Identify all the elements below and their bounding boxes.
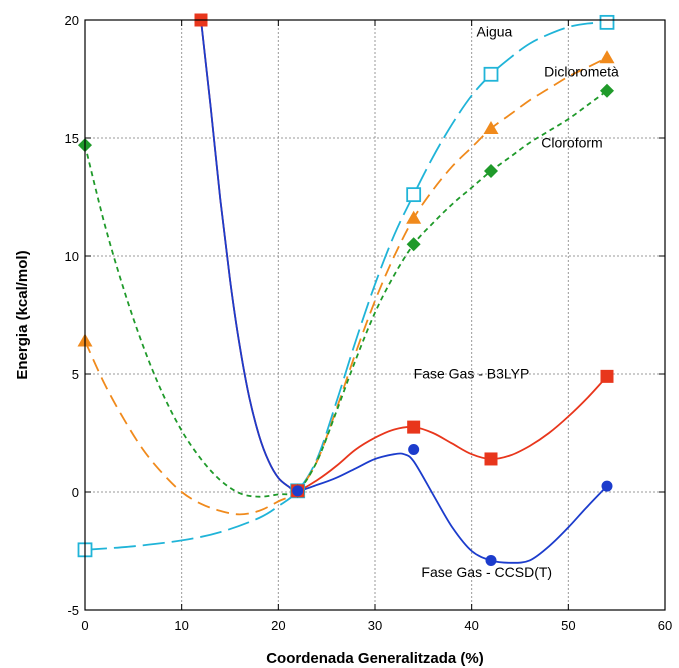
series-line-cloroform xyxy=(85,90,608,498)
data-point-aigua xyxy=(406,187,422,203)
x-axis-title: Coordenada Generalitzada (%) xyxy=(266,650,484,667)
data-point-cloroform xyxy=(484,164,498,179)
series-label-fase-gas-b3lyp: Fase Gas - B3LYP xyxy=(414,366,530,382)
series-label-dicloromet: Diclorometà xyxy=(544,64,619,80)
y-tick-label: 0 xyxy=(72,485,79,500)
y-axis-title: Energia (kcal/mol) xyxy=(14,250,31,379)
x-tick-label: 10 xyxy=(174,618,188,633)
marker-layer xyxy=(77,13,615,566)
label-layer: Aigua Diclorometà Cloroform Fase Gas - B3LY… xyxy=(414,24,619,580)
x-tick-label: 20 xyxy=(271,618,285,633)
series-layer xyxy=(85,20,608,564)
x-tick-label: 40 xyxy=(464,618,478,633)
data-point-dicloromet xyxy=(599,50,615,64)
x-tick-label: 0 xyxy=(81,618,88,633)
data-point-fase-gas-ccsd-t xyxy=(485,554,497,566)
series-line-fase-gas-ccsd-t xyxy=(200,20,608,564)
series-label-aigua: Aigua xyxy=(477,24,513,40)
x-tick-label: 60 xyxy=(658,618,672,633)
data-point-dicloromet xyxy=(483,121,499,135)
data-point-cloroform xyxy=(406,237,421,252)
x-tick-label: 30 xyxy=(368,618,382,633)
series-line-aigua xyxy=(85,21,608,551)
data-point-cloroform xyxy=(600,83,614,98)
data-point-fase-gas-ccsd-t xyxy=(601,480,613,492)
series-line-dicloromet xyxy=(85,56,608,516)
y-tick-label: -5 xyxy=(67,603,79,618)
x-tick-label: 50 xyxy=(561,618,575,633)
data-point-aigua xyxy=(483,66,499,82)
data-point-fase-gas-b3lyp xyxy=(407,420,421,434)
data-point-fase-gas-ccsd-t xyxy=(408,444,420,456)
y-tick-label: 15 xyxy=(65,131,79,146)
y-tick-label: 10 xyxy=(65,249,79,264)
data-point-fase-gas-b3lyp xyxy=(600,369,614,383)
y-tick-label: 5 xyxy=(72,367,79,382)
series-label-cloroform: Cloroform xyxy=(541,134,602,150)
data-point-fase-gas-b3lyp xyxy=(484,452,498,466)
grid xyxy=(85,20,665,610)
data-point-dicloromet xyxy=(406,210,422,224)
y-tick-label: 20 xyxy=(65,13,79,28)
data-point-aigua xyxy=(599,14,615,30)
series-label-fase-gas-ccsd-t: Fase Gas - CCSD(T) xyxy=(421,564,552,580)
data-point-fase-gas-ccsd-t xyxy=(292,485,304,497)
